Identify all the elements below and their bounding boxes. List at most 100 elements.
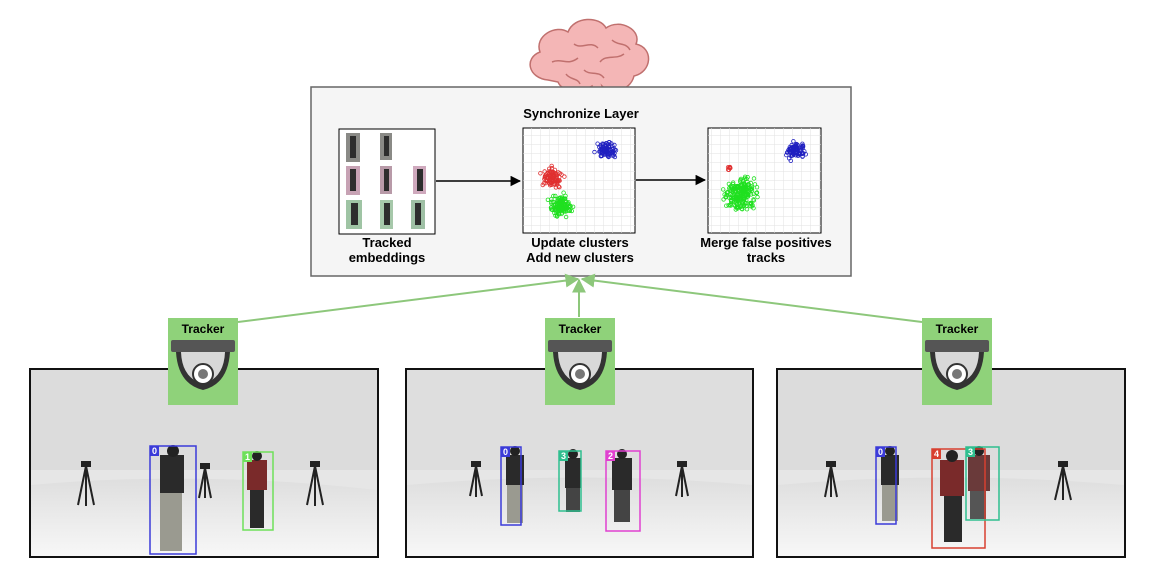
cluster-point [561,190,566,195]
cluster-point [551,193,556,199]
cluster-point [800,141,805,146]
cluster-point [558,195,563,200]
cluster-point [612,151,617,156]
tracking-box [558,450,582,512]
arrow-tracker1-to-sync [237,273,580,323]
tracking-id-tag [501,447,510,457]
tracking-id-label: 3 [968,447,973,457]
cluster-point [552,167,558,173]
tracking-id-label: 4 [934,449,939,459]
cluster-point [724,203,729,208]
cluster-point [548,170,554,175]
cluster-point [554,210,559,216]
security-camera-icon [925,340,989,390]
tracking-id-tag [876,447,885,457]
cluster-point [740,201,745,206]
cluster-point [790,148,795,154]
cluster-point [747,185,752,190]
tracking-box [500,446,522,526]
cluster-point [749,186,755,191]
cluster-point [549,204,554,210]
cluster-point [744,176,749,182]
cluster-point [551,199,556,205]
tracked-embeddings-panel [338,128,436,235]
cluster-point [554,174,559,179]
cluster-point [744,192,749,197]
cluster-point [556,170,561,175]
cluster-point [550,207,555,212]
update-clusters-plot [522,127,636,234]
tracker-2-label: Tracker [559,322,602,336]
cluster-point [543,180,548,186]
cluster-point [794,147,799,153]
tracking-box [149,445,197,555]
tracking-id-label: 1 [245,452,250,462]
tracker-3: Tracker [922,318,992,405]
cluster-point [739,182,744,187]
stage3-label-line2: tracks [747,250,785,265]
tracking-id-tag [243,452,252,462]
tracker-2-tab [545,318,615,338]
tracking-id-tag [932,449,941,459]
cluster-point [754,184,760,190]
tracking-id-label: 0 [152,446,157,456]
cluster-point [556,203,561,209]
tracking-id-tag [606,451,615,461]
cluster-point [784,150,790,155]
cluster-point [728,203,733,208]
cluster-point [800,153,805,159]
cluster-point [552,171,557,177]
cluster-point [564,205,570,211]
cluster-point [570,204,576,209]
cluster-point [726,181,732,187]
cluster-point [567,208,573,213]
cluster-point [726,167,731,172]
cluster-point [547,166,552,171]
cluster-point [746,182,751,188]
cluster-point [721,187,726,192]
cluster-point [592,149,597,155]
cluster-point [733,203,738,209]
tracking-id-label: 0 [878,447,883,457]
cluster-point [563,202,568,207]
tracking-box [242,451,274,531]
cluster-point [784,152,789,158]
cluster-point [803,152,808,157]
cluster-point [750,202,755,208]
cluster-point [569,208,574,214]
stage2-label-line2: Add new clusters [526,250,634,265]
cluster-point [738,193,743,199]
synchronize-layer-title: Synchronize Layer [523,106,639,121]
cluster-point [602,148,607,153]
security-camera-icon [548,340,612,390]
stage1-label-line2: embeddings [349,250,426,265]
cluster-point [744,197,749,203]
cluster-point [755,194,760,200]
cluster-point [794,144,799,150]
cluster-point [742,176,747,181]
cluster-point [541,180,547,186]
merge-false-positives-plot [707,127,822,234]
tracking-id-label: 2 [608,451,613,461]
cluster-point [793,152,798,158]
cluster-point [754,190,760,195]
tracker-1-label: Tracker [182,322,225,336]
tracking-id-tag [966,447,975,457]
cluster-point [562,174,567,179]
cluster-point [731,180,736,185]
cluster-point [559,211,564,216]
cluster-point [610,143,615,148]
dancers [160,445,990,551]
tracking-box [965,446,1000,521]
cluster-point [557,199,562,205]
cluster-point [597,144,602,150]
cluster-point [748,203,753,209]
tripods [77,465,1072,506]
cluster-point [733,193,738,199]
cluster-point [751,176,757,181]
tracker-1-tab [168,318,238,338]
cluster-point [800,151,806,156]
cluster-point [563,214,569,220]
arrow-tracker3-to-sync [580,273,923,323]
